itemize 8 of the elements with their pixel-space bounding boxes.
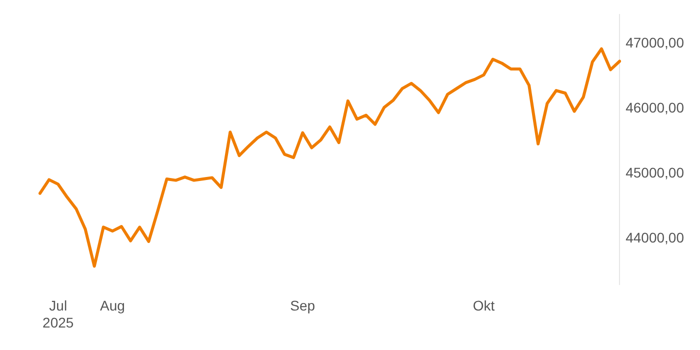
x-tick-label: Okt bbox=[472, 298, 495, 314]
y-tick-label: 47000,00 bbox=[626, 34, 684, 51]
x-tick-label: Sep bbox=[290, 298, 316, 314]
y-tick-label: 46000,00 bbox=[626, 100, 684, 116]
y-tick-label: 45000,00 bbox=[626, 164, 684, 181]
x-tick-label: Jul 2025 bbox=[42, 298, 74, 330]
x-tick-label: Aug bbox=[100, 298, 125, 314]
y-tick-label: 44000,00 bbox=[626, 230, 684, 246]
